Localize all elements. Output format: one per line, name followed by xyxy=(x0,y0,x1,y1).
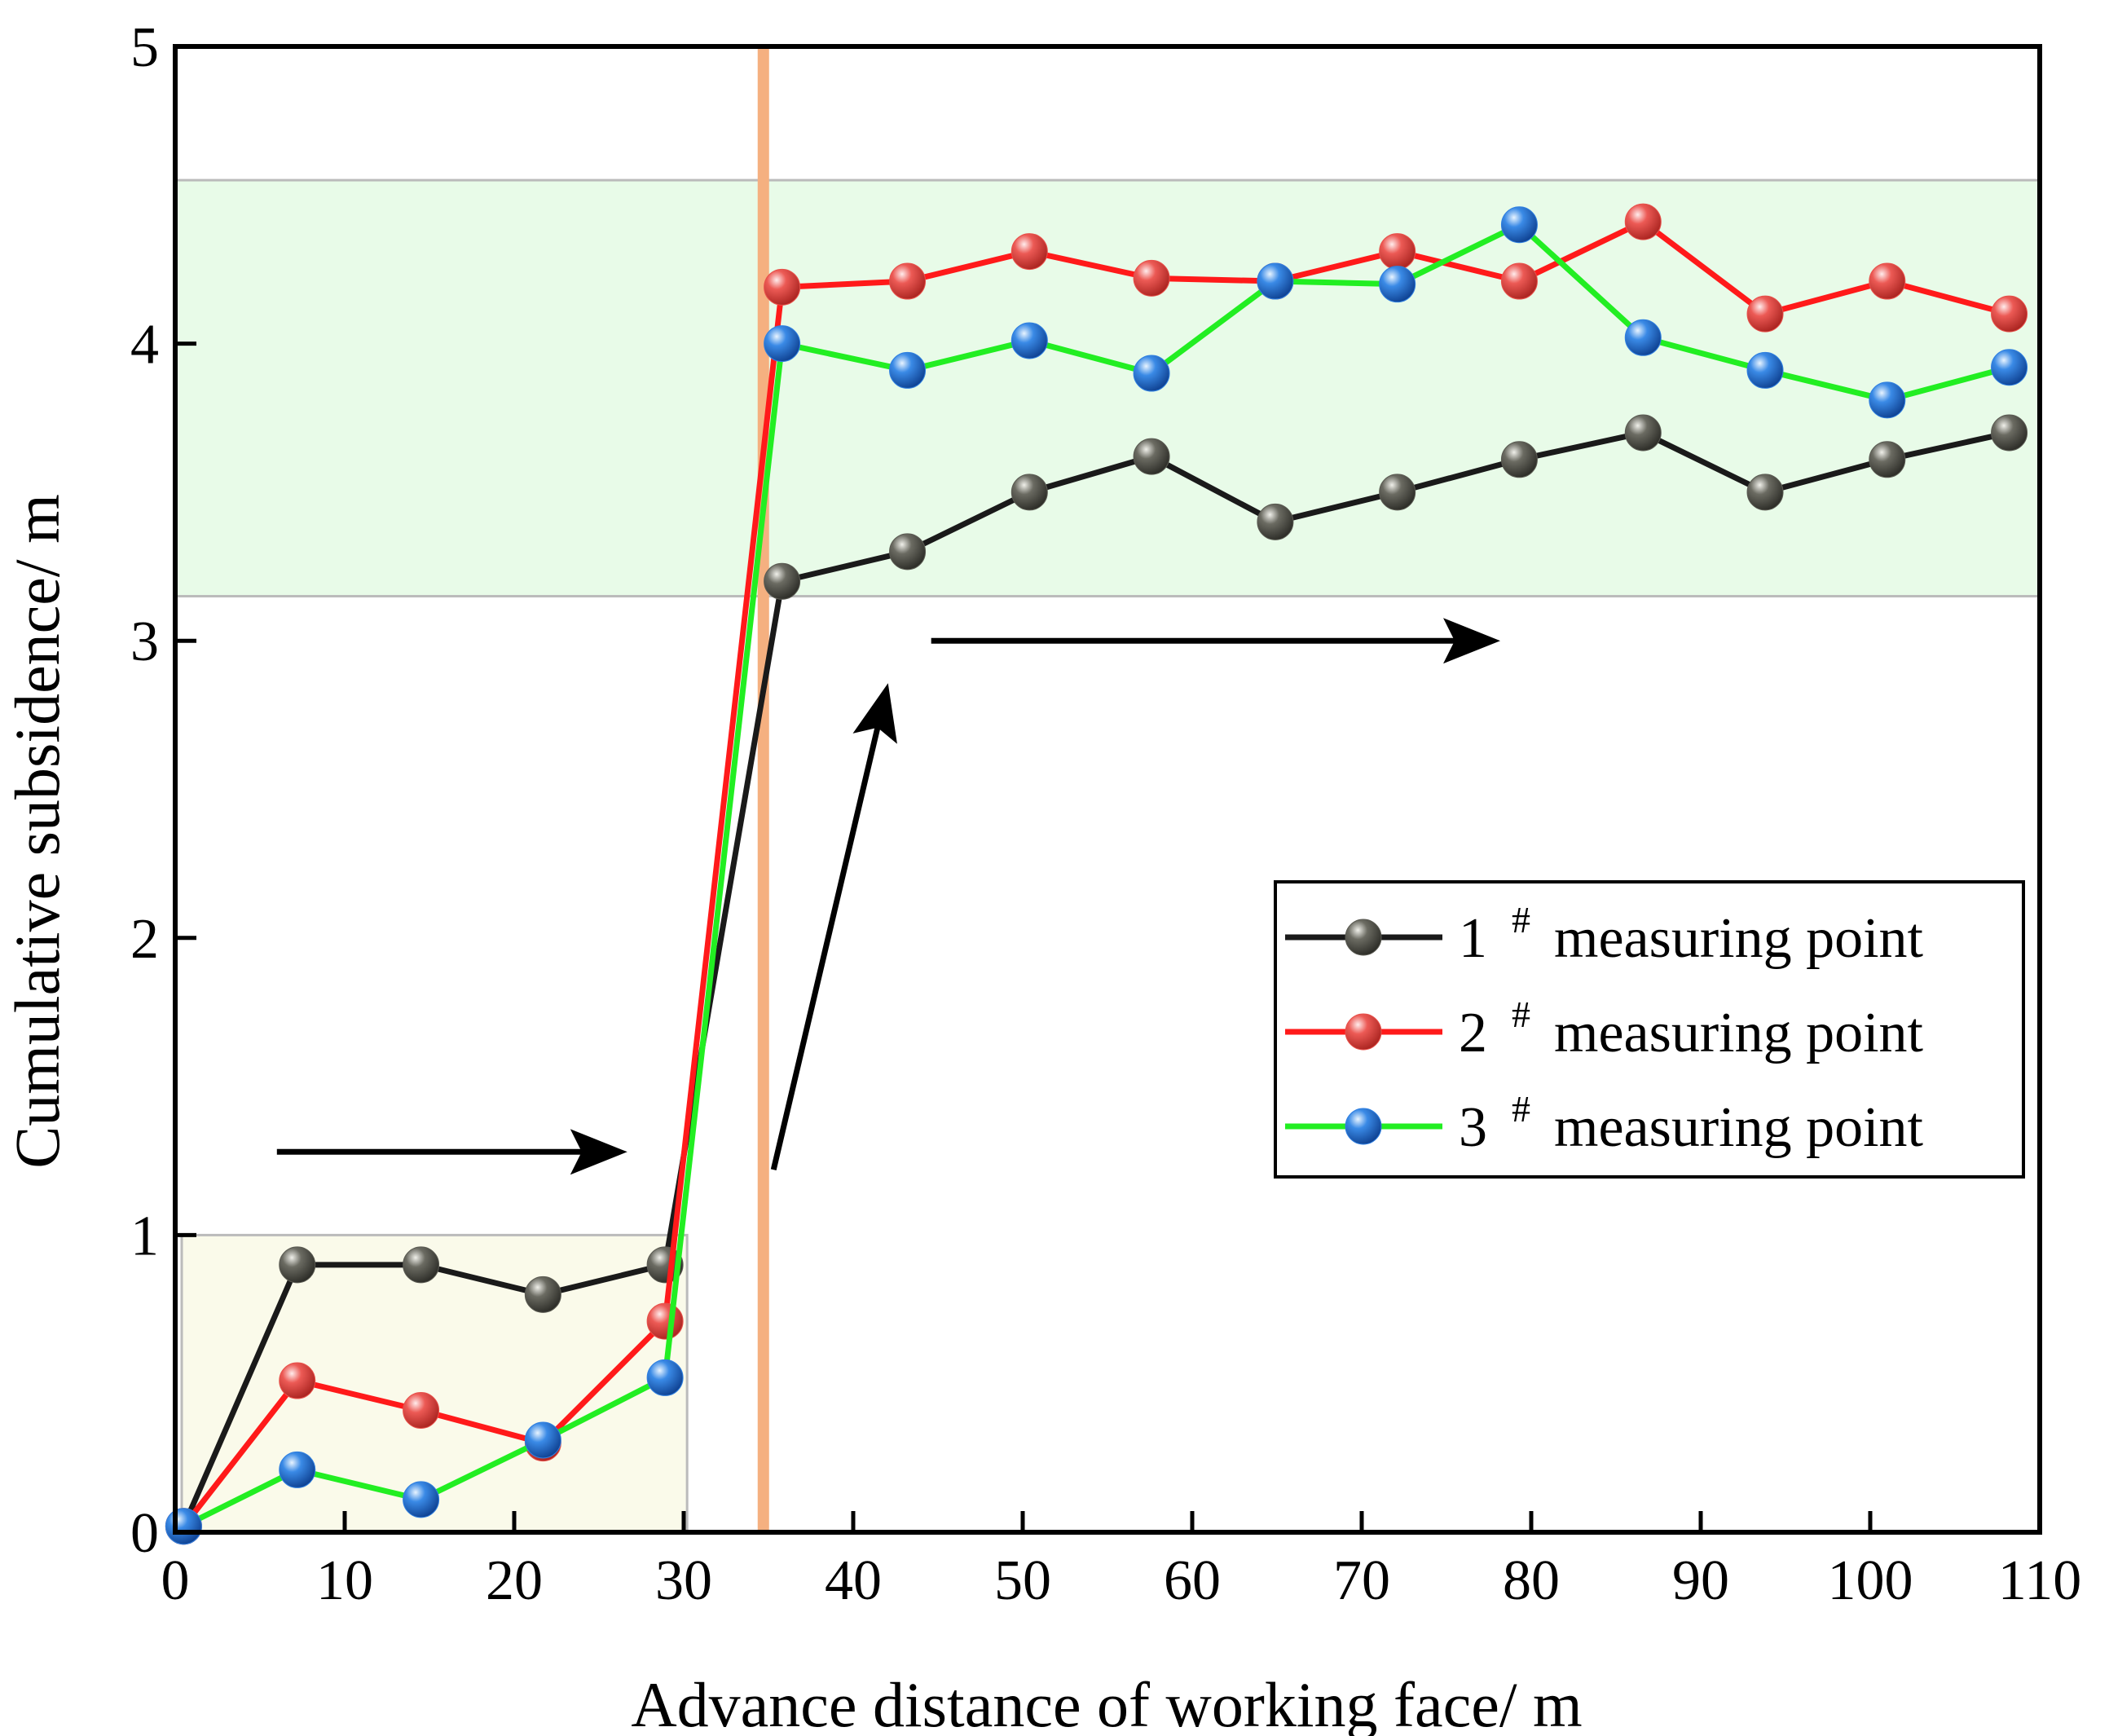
series-2-point xyxy=(1991,295,2028,333)
series-2-point xyxy=(646,1302,684,1340)
series-1-point xyxy=(1624,414,1662,452)
x-tick-label: 20 xyxy=(486,1549,543,1612)
x-tick-label: 110 xyxy=(1998,1549,2081,1612)
series-2-point xyxy=(1010,233,1048,271)
series-1-point xyxy=(403,1246,440,1284)
x-tick-label: 100 xyxy=(1828,1549,1913,1612)
x-tick-label: 60 xyxy=(1164,1549,1221,1612)
legend-label-number: 1 xyxy=(1459,907,1487,970)
series-3-point xyxy=(889,351,927,389)
series-3-line xyxy=(182,222,2010,1529)
series-3-point xyxy=(279,1451,316,1488)
series-1-point xyxy=(889,533,927,571)
series-layer xyxy=(165,203,2028,1545)
series-3-point xyxy=(1624,319,1662,356)
series-2-point xyxy=(1133,259,1170,297)
legend-item-2: 2 # measuring point xyxy=(1285,994,1924,1064)
series-1-point xyxy=(1257,503,1294,540)
series-2-point xyxy=(764,268,801,306)
x-tick-label: 90 xyxy=(1672,1549,1729,1612)
series-3-point xyxy=(1991,349,2028,386)
series-2-point xyxy=(1746,295,1784,333)
legend-label-text: measuring point xyxy=(1554,1096,1924,1159)
x-tick-label: 80 xyxy=(1503,1549,1560,1612)
shaded-regions xyxy=(174,178,2041,1534)
series-3-point xyxy=(1500,206,1538,244)
legend-marker xyxy=(1345,1013,1382,1051)
series-1-point xyxy=(1010,474,1048,511)
legend-label-text: measuring point xyxy=(1554,1002,1924,1064)
trend-arrows xyxy=(276,618,1500,1175)
x-tick-label: 0 xyxy=(161,1549,190,1612)
x-tick-label: 30 xyxy=(655,1549,712,1612)
series-1-point xyxy=(279,1246,316,1284)
series-3 xyxy=(165,206,2028,1545)
x-tick-label: 50 xyxy=(994,1549,1051,1612)
legend-label-number: 3 xyxy=(1459,1096,1487,1159)
legend-marker xyxy=(1345,1108,1382,1145)
series-2-point xyxy=(889,262,927,300)
legend-marker xyxy=(1345,919,1382,956)
legend-item-3: 3 # measuring point xyxy=(1285,1088,1924,1159)
y-tick-label: 1 xyxy=(130,1205,159,1267)
series-2-point xyxy=(279,1362,316,1399)
series-3-point xyxy=(1010,322,1048,359)
series-2-line xyxy=(181,218,2010,1528)
y-tick-label: 2 xyxy=(130,908,159,971)
x-tick-label: 10 xyxy=(316,1549,373,1612)
series-3-point xyxy=(1746,351,1784,389)
legend-label-superscript: # xyxy=(1512,994,1530,1035)
y-tick-label: 4 xyxy=(130,314,159,377)
series-2-point xyxy=(1624,203,1662,240)
series-3-point xyxy=(764,325,801,363)
series-1-point xyxy=(524,1276,561,1313)
series-2-point xyxy=(1500,262,1538,300)
series-3-point xyxy=(1133,355,1170,392)
series-1-line xyxy=(181,430,2010,1528)
series-1-point xyxy=(764,562,801,600)
series-1-point xyxy=(1869,441,1906,478)
plot-frame xyxy=(173,44,2042,1535)
series-3-point xyxy=(165,1508,202,1545)
legend: 1 # measuring point 2 # measuring point 3 # meas… xyxy=(1274,880,2025,1179)
legend-label-superscript: # xyxy=(1512,899,1530,941)
series-2-point xyxy=(1379,233,1416,271)
y-axis-title: Cumulative subsidence/ m xyxy=(2,494,73,1169)
series-1-point xyxy=(1500,441,1538,478)
y-tick-label: 5 xyxy=(130,16,159,79)
legend-label-text: measuring point xyxy=(1554,907,1924,970)
y-tick-label: 3 xyxy=(130,610,159,673)
series-1-point xyxy=(1991,414,2028,452)
shaded-region-2 xyxy=(174,178,2041,598)
series-2-point xyxy=(1869,262,1906,300)
series-2-point xyxy=(403,1392,440,1430)
x-tick-label: 40 xyxy=(825,1549,882,1612)
legend-item-1: 1 # measuring point xyxy=(1285,899,1924,970)
y-tick-label: 0 xyxy=(130,1502,159,1565)
series-3-point xyxy=(524,1421,561,1459)
series-3-point xyxy=(403,1481,440,1518)
series-3-point xyxy=(1869,381,1906,419)
series-1-point xyxy=(1379,474,1416,511)
series-1-point xyxy=(1133,438,1170,475)
legend-label-superscript: # xyxy=(1512,1088,1530,1130)
axes: 0 10 20 30 40 50 60 70 80 90 100 110 0 1 2 3 4 5 xyxy=(130,16,2081,1612)
x-tick-label: 70 xyxy=(1333,1549,1390,1612)
legend-label-number: 2 xyxy=(1459,1002,1487,1064)
x-axis-title: Advance distance of working face/ m xyxy=(631,1669,1582,1736)
series-1-point xyxy=(1746,474,1784,511)
series-3-point xyxy=(1379,266,1416,303)
series-3-point xyxy=(1257,262,1294,300)
series-3-point xyxy=(646,1359,684,1396)
arrow-2 xyxy=(770,683,897,1170)
